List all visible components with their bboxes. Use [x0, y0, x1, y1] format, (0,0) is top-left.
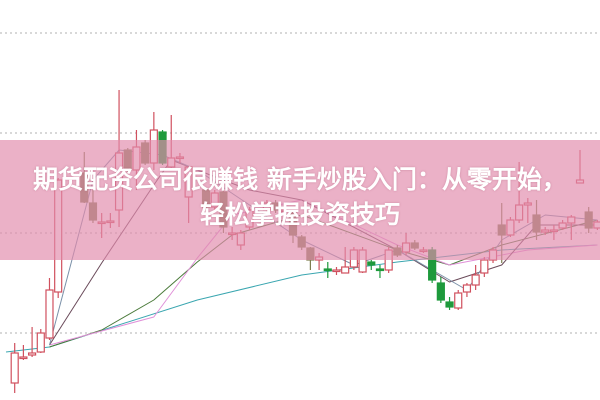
headline-banner	[0, 140, 600, 260]
candle	[19, 345, 28, 360]
candle	[471, 265, 480, 290]
candle-body	[323, 268, 332, 272]
candle-body	[19, 356, 28, 360]
candle-body	[462, 284, 472, 293]
candle	[10, 343, 19, 393]
candle	[36, 329, 45, 353]
headline-line-2: 轻松掌握投资技巧	[199, 200, 400, 229]
moving-average-line	[5, 244, 598, 353]
candle-body	[45, 289, 54, 339]
candle-body	[341, 266, 350, 274]
candle-body	[436, 282, 445, 301]
candle-body	[27, 352, 37, 356]
candle	[367, 260, 376, 270]
candle	[462, 283, 472, 297]
candle	[454, 290, 463, 310]
candle	[436, 277, 445, 303]
candle-body	[445, 301, 454, 308]
headline-line-1: 期货配资公司很赚钱 新手炒股入门：从零开始，	[33, 165, 567, 194]
candle-body	[367, 261, 376, 266]
headline: 期货配资公司很赚钱 新手炒股入门：从零开始， 轻松掌握投资技巧	[0, 162, 600, 232]
candle-body	[471, 274, 480, 286]
candle-body	[454, 292, 463, 309]
candle-body	[36, 332, 45, 353]
candle	[27, 327, 37, 357]
candle	[480, 257, 489, 277]
candle-body	[10, 352, 19, 384]
candle-body	[480, 259, 489, 274]
candle	[445, 297, 454, 310]
candle	[332, 267, 341, 275]
candle	[375, 265, 385, 278]
candle	[323, 262, 332, 278]
candle-body	[332, 269, 341, 273]
candle	[45, 278, 54, 340]
candle-body	[375, 268, 385, 272]
